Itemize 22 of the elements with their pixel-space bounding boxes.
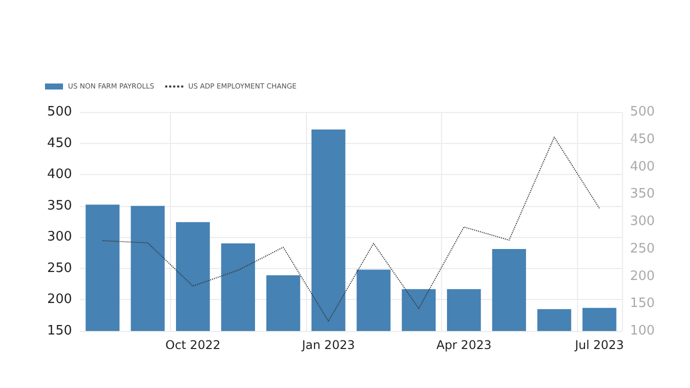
line-series — [102, 136, 600, 322]
y2-tick-label: 150 — [630, 296, 655, 312]
y-tick-label: 450 — [47, 136, 72, 151]
y2-tick-label: 350 — [630, 186, 655, 202]
y-tick-label: 350 — [47, 198, 72, 214]
x-tick-label: Apr 2023 — [436, 338, 492, 352]
y2-tick-label: 400 — [630, 159, 655, 174]
y2-tick-label: 500 — [630, 104, 655, 120]
y-tick-label: 300 — [47, 230, 72, 245]
y-tick-label: 150 — [47, 324, 72, 338]
y2-tick-label: 250 — [630, 241, 655, 256]
y-tick-label: 250 — [47, 260, 72, 276]
x-tick-label: Jan 2023 — [300, 338, 355, 352]
y-tick-label: 200 — [47, 292, 72, 308]
y2-tick-label: 100 — [630, 324, 655, 338]
y-tick-label: 500 — [47, 104, 72, 120]
y2-tick-label: 450 — [630, 132, 655, 147]
y2-tick-label: 300 — [630, 214, 655, 229]
x-tick-label: Oct 2022 — [165, 338, 220, 352]
y2-tick-label: 200 — [630, 268, 655, 284]
x-tick-label: Jul 2023 — [574, 338, 624, 352]
y-tick-label: 400 — [47, 167, 72, 182]
